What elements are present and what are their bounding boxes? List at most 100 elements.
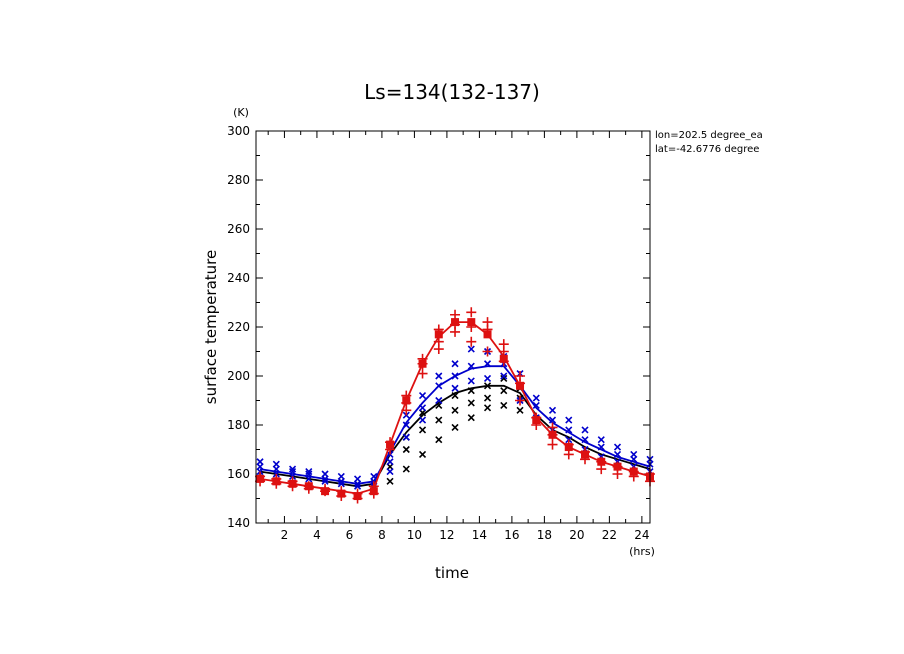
scatter-point-x xyxy=(435,372,443,380)
y-tick-label: 240 xyxy=(227,271,250,285)
plot-area xyxy=(255,307,655,504)
square-marker xyxy=(532,416,541,425)
scatter-point-plus xyxy=(498,339,509,350)
scatter-point-plus xyxy=(466,336,477,347)
x-tick-label: 8 xyxy=(378,528,386,542)
scatter-point-x xyxy=(337,472,345,481)
x-tick-label: 20 xyxy=(569,528,584,542)
scatter-point-x xyxy=(500,387,508,395)
scatter-point-plus xyxy=(450,309,461,320)
scatter-point-x xyxy=(483,394,492,402)
x-tick-label: 24 xyxy=(634,528,649,542)
scatter-point-x xyxy=(272,460,280,468)
scatter-point-x xyxy=(321,470,329,478)
square-marker xyxy=(467,318,476,327)
scatter-point-x xyxy=(353,475,362,483)
scatter-point-x xyxy=(418,416,427,424)
square-marker xyxy=(321,487,330,496)
scatter-point-x xyxy=(402,445,410,454)
square-marker xyxy=(564,443,573,452)
scatter-point-plus xyxy=(563,449,574,460)
scatter-point-x xyxy=(256,458,264,466)
scatter-point-plus xyxy=(547,439,558,450)
square-marker xyxy=(353,492,362,501)
series-line-1 xyxy=(259,365,651,485)
square-marker xyxy=(499,354,508,363)
series-line-2 xyxy=(259,321,651,495)
scatter-point-x xyxy=(451,423,459,432)
series-line-0 xyxy=(259,384,651,488)
scatter-point-x xyxy=(386,467,394,476)
scatter-point-x xyxy=(613,443,622,451)
y-tick-label: 140 xyxy=(227,516,250,530)
x-tick-label: 2 xyxy=(281,528,289,542)
scatter-point-plus xyxy=(482,346,493,357)
scatter-point-x xyxy=(288,465,297,473)
square-marker xyxy=(613,462,622,471)
scatter-point-plus xyxy=(466,307,477,318)
scatter-point-plus xyxy=(515,395,526,406)
x-tick-label: 6 xyxy=(346,528,354,542)
scatter-point-x xyxy=(435,436,443,444)
x-axis-label: time xyxy=(435,564,469,582)
series-2 xyxy=(255,307,655,504)
square-marker xyxy=(548,430,557,439)
scatter-point-plus xyxy=(482,317,493,328)
series-0 xyxy=(259,374,651,495)
scatter-point-x xyxy=(597,436,605,444)
square-marker xyxy=(402,396,411,405)
scatter-point-x xyxy=(451,360,459,368)
square-marker xyxy=(451,318,460,327)
x-tick-label: 10 xyxy=(407,528,422,542)
y-unit-label: (K) xyxy=(233,106,249,119)
latitude-annotation: lat=-42.6776 degree xyxy=(655,144,759,155)
square-marker xyxy=(386,440,395,449)
scatter-point-plus xyxy=(547,422,558,433)
scatter-point-x xyxy=(500,374,508,383)
y-tick-label: 280 xyxy=(227,173,250,187)
scatter-point-x xyxy=(305,467,313,476)
y-axis-label: surface temperature xyxy=(202,250,220,405)
square-marker xyxy=(434,330,443,339)
square-marker xyxy=(581,450,590,459)
scatter-point-x xyxy=(451,406,459,414)
x-unit-label: (hrs) xyxy=(629,545,655,558)
square-marker xyxy=(256,474,265,483)
y-tick-label: 200 xyxy=(227,369,250,383)
x-tick-label: 18 xyxy=(537,528,552,542)
square-marker xyxy=(272,477,281,486)
scatter-point-plus xyxy=(417,368,428,379)
scatter-point-x xyxy=(467,414,475,422)
y-tick-label: 220 xyxy=(227,320,250,334)
scatter-point-x xyxy=(500,372,508,380)
scatter-point-x xyxy=(451,384,459,392)
square-marker xyxy=(369,487,378,496)
scatter-point-x xyxy=(418,392,427,400)
scatter-point-x xyxy=(418,426,427,434)
x-tick-label: 22 xyxy=(602,528,617,542)
scatter-point-x xyxy=(467,345,475,353)
square-marker xyxy=(597,457,606,466)
square-marker xyxy=(483,330,492,339)
scatter-point-x xyxy=(467,377,475,385)
longitude-annotation: lon=202.5 degree_ea xyxy=(655,130,763,141)
scatter-point-x xyxy=(467,399,475,407)
scatter-point-x xyxy=(435,416,443,424)
scatter-point-x xyxy=(435,396,443,405)
scatter-point-x xyxy=(548,416,557,424)
scatter-point-x xyxy=(581,426,589,434)
scatter-point-x xyxy=(402,433,410,441)
scatter-point-x xyxy=(386,477,394,485)
scatter-point-x xyxy=(532,394,540,402)
square-marker xyxy=(516,381,525,390)
scatter-point-x xyxy=(386,458,394,466)
x-tick-label: 12 xyxy=(439,528,454,542)
scatter-point-x xyxy=(500,401,508,409)
square-marker xyxy=(629,467,638,476)
scatter-point-x xyxy=(402,465,410,473)
scatter-point-plus xyxy=(515,371,526,381)
square-marker xyxy=(288,479,297,488)
square-marker xyxy=(337,489,346,498)
y-tick-label: 160 xyxy=(227,467,250,481)
